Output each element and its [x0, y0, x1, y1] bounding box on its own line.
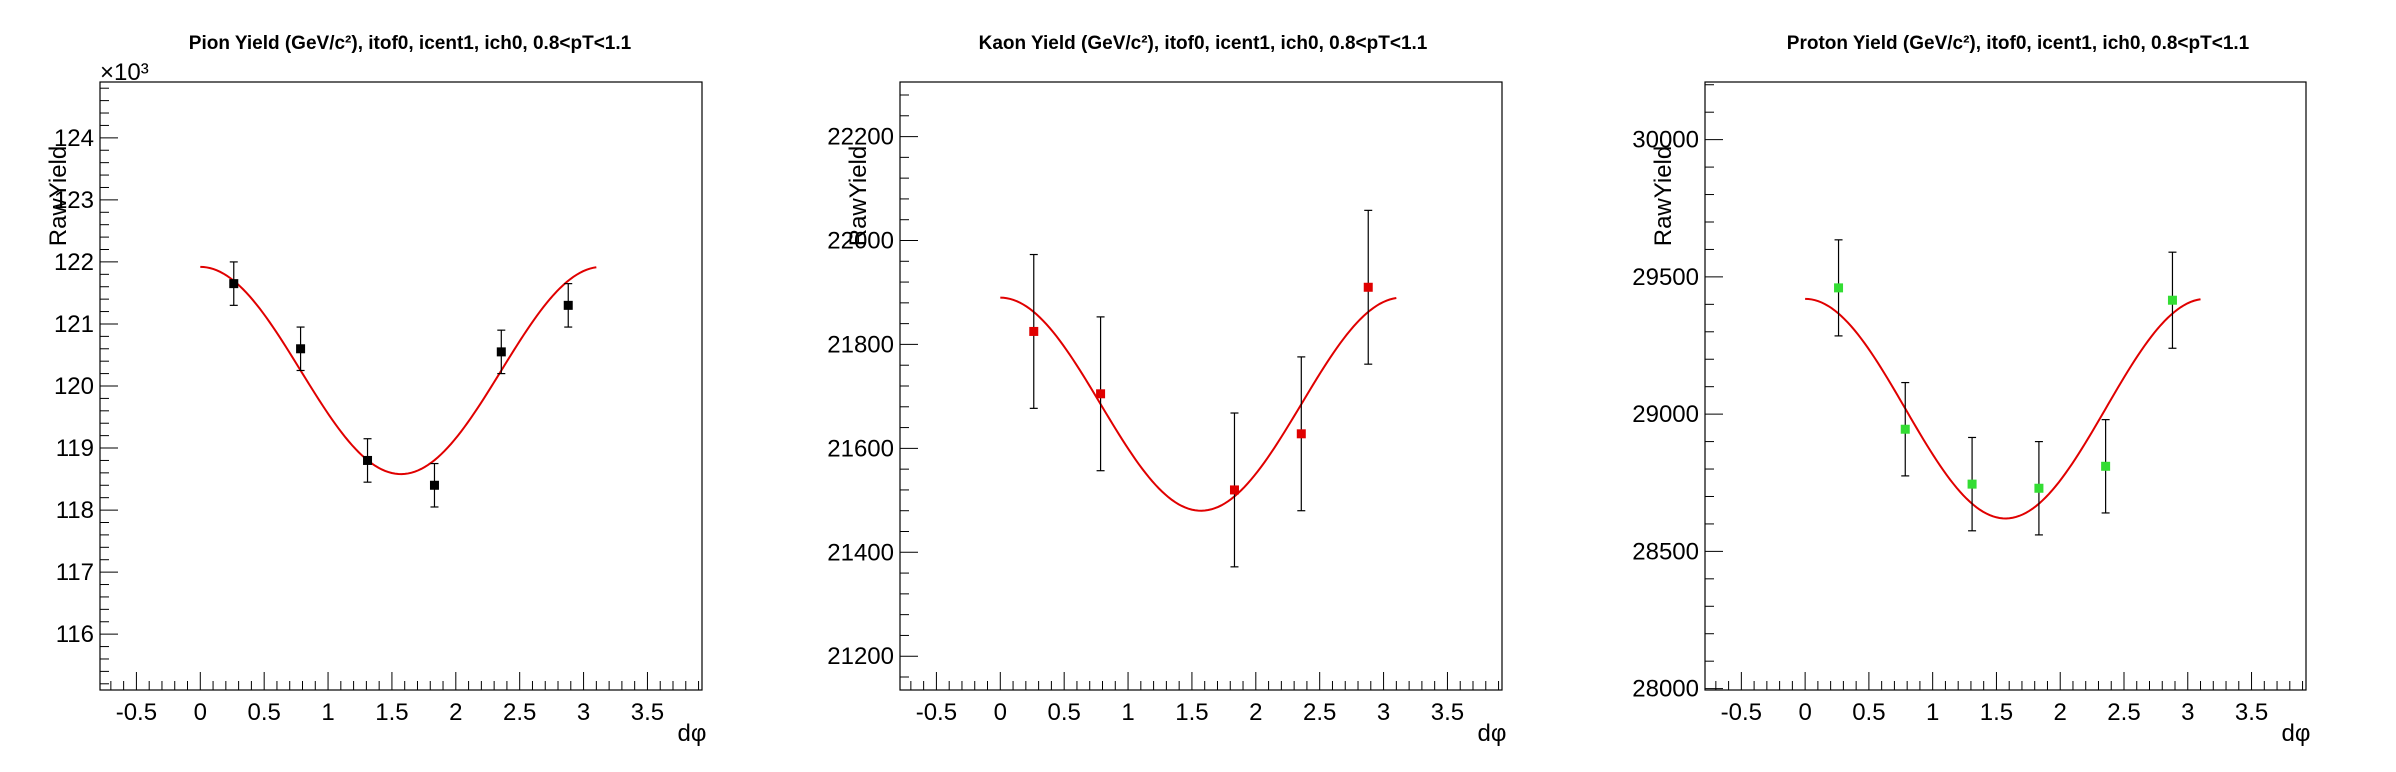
proton-y-tick-label: 28000 — [1632, 676, 1699, 703]
kaon-y-tick-label: 21800 — [827, 331, 894, 358]
proton-x-tick-label: -0.5 — [1721, 699, 1762, 726]
proton-data-point — [1900, 424, 1910, 434]
kaon-y-axis-title: RawYield — [845, 146, 872, 247]
pion-y-tick-label: 122 — [54, 249, 94, 276]
kaon-x-tick-label: 0 — [994, 699, 1007, 726]
pion-data-point — [296, 344, 306, 354]
pion-x-tick-label: 2 — [449, 699, 462, 726]
pion-y-axis-title: RawYield — [45, 146, 72, 247]
proton-plot-frame — [1704, 81, 2307, 691]
proton-data-point — [1834, 283, 1844, 293]
kaon-data-point — [1096, 389, 1106, 399]
pion-y-tick-label: 118 — [56, 497, 94, 524]
kaon-panel: Kaon Yield (GeV/c²), itof0, icent1, ich0… — [827, 33, 1506, 747]
proton-x-tick-label: 3 — [2181, 699, 2194, 726]
proton-x-tick-label: 3.5 — [2235, 699, 2268, 726]
pion-x-tick-label: 1 — [321, 699, 334, 726]
kaon-y-tick-label: 22200 — [827, 124, 894, 151]
pion-y-tick-label: 120 — [54, 373, 94, 400]
kaon-y-tick-label: 21200 — [827, 643, 894, 670]
proton-chart-title: Proton Yield (GeV/c²), itof0, icent1, ic… — [1787, 33, 2250, 54]
pion-x-axis-title: dφ — [678, 720, 707, 747]
pion-y-tick-label: 123 — [54, 187, 94, 214]
pion-y-tick-label: 119 — [56, 435, 94, 462]
proton-data-point — [2101, 461, 2111, 471]
proton-data-point — [2034, 483, 2044, 493]
pion-y-tick-label: 116 — [56, 621, 94, 648]
proton-fit-curve — [1805, 297, 2201, 520]
proton-y-tick-label: 30000 — [1632, 127, 1699, 154]
kaon-x-tick-label: 2.5 — [1303, 699, 1336, 726]
kaon-chart-title: Kaon Yield (GeV/c²), itof0, icent1, ich0… — [979, 33, 1428, 54]
proton-y-axis-title: RawYield — [1650, 146, 1677, 247]
proton-x-tick-label: 1.5 — [1980, 699, 2013, 726]
kaon-y-tick-label: 21600 — [827, 435, 894, 462]
proton-x-tick-label: 2.5 — [2107, 699, 2140, 726]
kaon-y-tick-label: 22000 — [827, 227, 894, 254]
kaon-y-tick-label: 21400 — [827, 539, 894, 566]
kaon-data-point — [1363, 282, 1373, 292]
pion-panel: Pion Yield (GeV/c²), itof0, icent1, ich0… — [45, 33, 706, 747]
pion-chart-title: Pion Yield (GeV/c²), itof0, icent1, ich0… — [189, 33, 632, 54]
pion-data-point — [496, 347, 506, 357]
kaon-plot-frame — [899, 81, 1503, 691]
proton-y-tick-label: 29500 — [1632, 264, 1699, 291]
kaon-x-tick-label: 0.5 — [1047, 699, 1080, 726]
pion-x-tick-label: 2.5 — [503, 699, 536, 726]
kaon-data-point — [1296, 429, 1306, 439]
kaon-x-tick-label: 2 — [1249, 699, 1262, 726]
proton-y-tick-label: 28500 — [1632, 538, 1699, 565]
pion-x-tick-label: 0 — [194, 699, 207, 726]
pion-y-tick-label: 121 — [54, 311, 94, 338]
proton-x-axis-title: dφ — [2282, 720, 2311, 747]
proton-x-tick-label: 1 — [1926, 699, 1939, 726]
pion-data-point — [363, 455, 373, 465]
pion-x-tick-label: 3.5 — [631, 699, 664, 726]
pion-data-point — [429, 480, 439, 490]
proton-y-tick-label: 29000 — [1632, 401, 1699, 428]
proton-data-point — [2167, 295, 2177, 305]
pion-data-point — [563, 300, 573, 310]
kaon-x-axis-title: dφ — [1478, 720, 1507, 747]
kaon-x-tick-label: 3 — [1377, 699, 1390, 726]
pion-x-tick-label: 1.5 — [375, 699, 408, 726]
kaon-x-tick-label: 1 — [1121, 699, 1134, 726]
pion-x-tick-label: 3 — [577, 699, 590, 726]
kaon-x-tick-label: 3.5 — [1431, 699, 1464, 726]
kaon-fit-curve — [1000, 296, 1397, 512]
pion-plot-frame — [99, 81, 703, 691]
proton-x-tick-label: 0.5 — [1852, 699, 1885, 726]
proton-data-point — [1967, 479, 1977, 489]
proton-x-tick-label: 0 — [1798, 699, 1811, 726]
kaon-x-tick-label: -0.5 — [916, 699, 957, 726]
pion-data-point — [229, 279, 239, 289]
pion-y-tick-label: 117 — [56, 559, 94, 586]
kaon-x-tick-label: 1.5 — [1175, 699, 1208, 726]
proton-x-tick-label: 2 — [2054, 699, 2067, 726]
pion-x-tick-label: -0.5 — [116, 699, 157, 726]
pion-fit-curve — [200, 265, 597, 476]
pion-x-tick-label: 0.5 — [247, 699, 280, 726]
proton-panel: Proton Yield (GeV/c²), itof0, icent1, ic… — [1632, 33, 2310, 747]
kaon-data-point — [1029, 326, 1039, 336]
kaon-data-point — [1229, 485, 1239, 495]
pion-y-tick-label: 124 — [54, 125, 94, 152]
